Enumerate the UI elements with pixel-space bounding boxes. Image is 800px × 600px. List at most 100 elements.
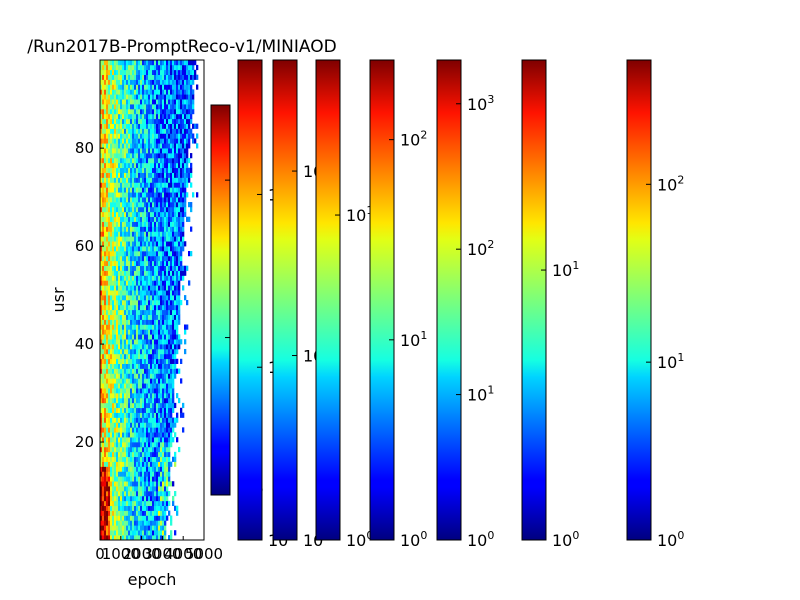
heatmap-cell — [174, 530, 177, 536]
heatmap-cell — [174, 358, 177, 364]
heatmap-cell — [178, 128, 181, 134]
heatmap-cell — [128, 236, 131, 242]
heatmap-cell — [172, 202, 175, 208]
heatmap-cell — [122, 535, 125, 540]
heatmap-cell — [174, 417, 177, 423]
heatmap-cell — [126, 515, 129, 521]
heatmap-cell — [102, 348, 105, 355]
heatmap-cell — [162, 60, 165, 66]
heatmap-cell — [162, 486, 165, 492]
heatmap-cell — [134, 515, 137, 521]
heatmap-cell — [172, 177, 175, 183]
heatmap-cell — [126, 520, 129, 526]
heatmap-cell — [182, 133, 185, 139]
heatmap-cell — [162, 153, 165, 159]
heatmap-cell — [104, 388, 107, 394]
heatmap-cell — [102, 74, 105, 80]
heatmap-cell — [130, 236, 133, 242]
heatmap-cell — [108, 143, 111, 149]
heatmap-cell — [148, 108, 151, 115]
heatmap-cell — [124, 177, 127, 183]
heatmap-cell — [150, 255, 153, 262]
heatmap-cell — [160, 456, 163, 462]
heatmap-cell — [154, 157, 157, 164]
heatmap-cell — [176, 123, 179, 129]
heatmap-cell — [102, 128, 105, 134]
heatmap-cell — [174, 113, 177, 120]
heatmap-cell — [136, 309, 139, 315]
heatmap-cell — [108, 206, 111, 213]
heatmap-cell — [106, 231, 109, 237]
heatmap-cell — [162, 64, 165, 71]
heatmap-cell — [168, 295, 171, 301]
heatmap-cell — [112, 84, 115, 90]
colorbar-gradient — [437, 60, 461, 540]
heatmap-cell — [146, 206, 149, 213]
heatmap-cell — [158, 241, 161, 247]
heatmap-cell — [114, 451, 117, 458]
heatmap-cell — [150, 412, 153, 418]
heatmap-cell — [190, 128, 193, 134]
heatmap-cell — [114, 275, 117, 281]
heatmap-cell — [144, 221, 147, 227]
heatmap-cell — [120, 221, 123, 227]
heatmap-cell — [108, 461, 111, 467]
heatmap-cell — [100, 476, 103, 482]
heatmap-cell — [154, 123, 157, 129]
heatmap-cell — [148, 182, 151, 188]
heatmap-cell — [124, 162, 127, 169]
heatmap-cell — [106, 461, 109, 467]
heatmap-cell — [128, 388, 131, 394]
heatmap-cell — [142, 344, 145, 350]
heatmap-cell — [178, 118, 181, 124]
heatmap-cell — [104, 216, 107, 222]
heatmap-cell — [100, 324, 103, 330]
heatmap-cell — [116, 113, 119, 120]
heatmap-cell — [168, 329, 171, 335]
heatmap-cell — [136, 187, 139, 193]
heatmap-cell — [128, 290, 131, 296]
heatmap-cell — [170, 94, 173, 100]
heatmap-cell — [112, 495, 115, 502]
heatmap-cell — [146, 393, 149, 399]
heatmap-cell — [146, 466, 149, 472]
heatmap-cell — [148, 388, 151, 394]
heatmap-cell — [144, 373, 147, 379]
heatmap-cell — [184, 202, 187, 208]
heatmap-cell — [106, 505, 109, 511]
heatmap-cell — [180, 153, 183, 159]
heatmap-cell — [176, 162, 179, 169]
heatmap-cell — [160, 437, 163, 443]
heatmap-cell — [138, 211, 141, 218]
heatmap-cell — [136, 162, 139, 169]
heatmap-cell — [156, 157, 159, 164]
heatmap-cell — [182, 285, 185, 291]
heatmap-cell — [104, 535, 107, 540]
heatmap-cell — [142, 64, 145, 71]
heatmap-cell — [104, 525, 107, 531]
heatmap-cell — [160, 187, 163, 193]
heatmap-cell — [116, 446, 119, 453]
heatmap-cell — [118, 236, 121, 242]
heatmap-cell — [126, 177, 129, 183]
heatmap-cell — [168, 84, 171, 90]
heatmap-cell — [134, 157, 137, 164]
heatmap-cell — [156, 515, 159, 521]
heatmap-cell — [156, 510, 159, 516]
heatmap-cell — [140, 319, 143, 325]
heatmap-cell — [148, 260, 151, 267]
heatmap-cell — [158, 432, 161, 438]
heatmap-cell — [168, 353, 171, 360]
heatmap-cell — [116, 383, 119, 389]
heatmap-cell — [138, 314, 141, 320]
heatmap-cell — [148, 300, 151, 306]
heatmap-cell — [164, 290, 167, 296]
heatmap-cell — [152, 128, 155, 134]
heatmap-cell — [110, 397, 113, 404]
heatmap-cell — [130, 74, 133, 80]
heatmap-cell — [146, 456, 149, 462]
heatmap-cell — [144, 172, 147, 178]
heatmap-cell — [144, 265, 147, 271]
heatmap-cell — [160, 397, 163, 404]
heatmap-cell — [110, 108, 113, 115]
